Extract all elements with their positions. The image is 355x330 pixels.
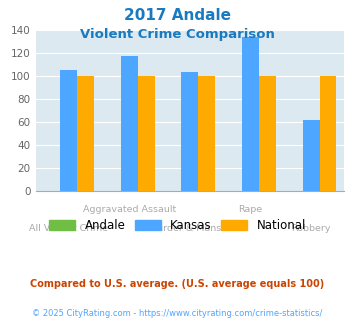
- Bar: [242, 37, 259, 191]
- Text: All Violent Crime: All Violent Crime: [29, 224, 108, 233]
- Bar: [60, 70, 77, 191]
- Text: Rape: Rape: [239, 205, 263, 214]
- Text: Robbery: Robbery: [291, 224, 331, 233]
- Text: 2017 Andale: 2017 Andale: [124, 8, 231, 23]
- Bar: [259, 76, 276, 191]
- Text: Compared to U.S. average. (U.S. average equals 100): Compared to U.S. average. (U.S. average …: [31, 279, 324, 289]
- Bar: [181, 73, 198, 191]
- Bar: [320, 76, 337, 191]
- Text: © 2025 CityRating.com - https://www.cityrating.com/crime-statistics/: © 2025 CityRating.com - https://www.city…: [32, 309, 323, 317]
- Legend: Andale, Kansas, National: Andale, Kansas, National: [44, 214, 311, 237]
- Bar: [302, 120, 320, 191]
- Bar: [198, 76, 215, 191]
- Text: Murder & Mans...: Murder & Mans...: [149, 224, 230, 233]
- Text: Aggravated Assault: Aggravated Assault: [83, 205, 176, 214]
- Bar: [121, 56, 138, 191]
- Text: Violent Crime Comparison: Violent Crime Comparison: [80, 28, 275, 41]
- Bar: [77, 76, 94, 191]
- Bar: [138, 76, 155, 191]
